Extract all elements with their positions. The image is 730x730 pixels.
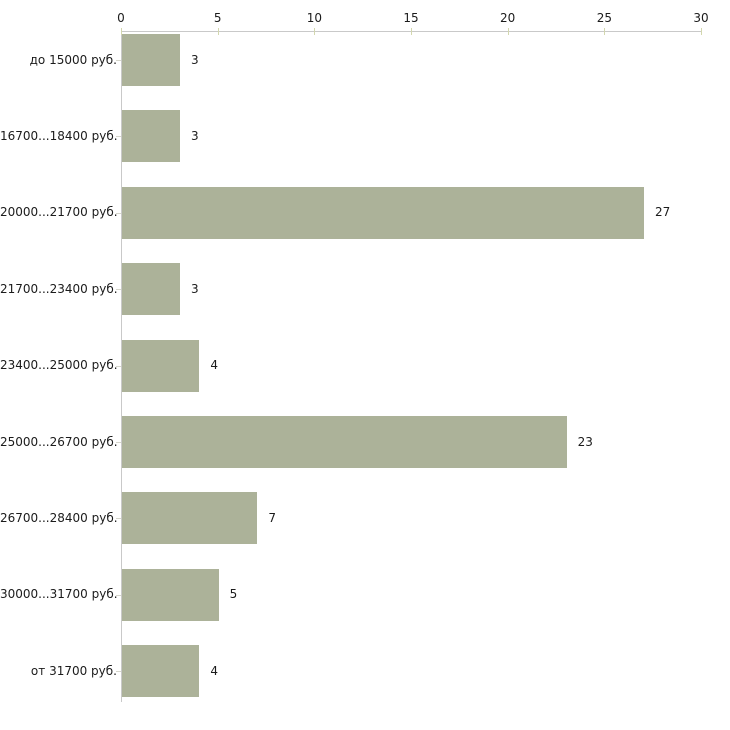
value-label: 23 [577, 434, 593, 449]
x-tick-label: 20 [500, 11, 516, 25]
x-tick-label: 15 [403, 11, 419, 25]
x-tick [314, 28, 316, 35]
value-label: 3 [191, 52, 199, 67]
category-label: 21700...23400 руб. [0, 281, 118, 296]
bar-row: до 15000 руб. 3 [0, 34, 730, 86]
category-label: 26700...28400 руб. [0, 510, 118, 525]
category-tick [116, 289, 121, 291]
x-tick [411, 28, 412, 35]
bar [122, 492, 258, 545]
category-label: до 15000 руб. [29, 52, 117, 67]
bar [122, 110, 180, 163]
x-tick [507, 28, 509, 35]
bar [122, 339, 200, 392]
x-tick [701, 28, 702, 35]
category-tick [116, 518, 121, 520]
x-tick-label: 0 [117, 11, 125, 25]
value-label: 4 [210, 663, 218, 678]
category-tick [116, 365, 121, 367]
category-tick [116, 594, 121, 596]
bar [122, 568, 219, 621]
x-tick-label: 5 [213, 11, 222, 25]
category-tick [116, 212, 121, 214]
x-tick-label: 30 [693, 11, 709, 25]
category-tick [116, 136, 121, 138]
value-label: 7 [268, 510, 276, 525]
value-label: 5 [229, 587, 238, 602]
bar-row: 16700...18400 руб. 3 [0, 110, 730, 163]
x-tick-label: 25 [596, 11, 612, 25]
category-label: 30000...31700 руб. [0, 587, 118, 602]
bar [122, 416, 567, 468]
bar [122, 263, 180, 316]
value-label: 27 [655, 205, 671, 220]
bar-row: 20000...21700 руб. 27 [0, 186, 730, 239]
bar [122, 34, 180, 86]
x-tick [121, 28, 122, 35]
x-tick-label: 10 [306, 11, 322, 25]
bar-row: от 31700 руб. 4 [0, 645, 730, 698]
category-label: 23400...25000 руб. [0, 358, 118, 373]
bar-row: 21700...23400 руб. 3 [0, 263, 730, 316]
bar-row: 23400...25000 руб. 4 [0, 339, 730, 392]
category-label: от 31700 руб. [30, 663, 117, 678]
category-label: 16700...18400 руб. [0, 128, 118, 143]
x-tick [604, 28, 606, 35]
bar-row: 25000...26700 руб. 23 [0, 416, 730, 468]
x-tick [217, 28, 219, 35]
bar-row: 26700...28400 руб. 7 [0, 492, 730, 545]
bar-row: 30000...31700 руб. 5 [0, 568, 730, 621]
value-label: 4 [210, 358, 218, 373]
value-label: 3 [191, 128, 199, 143]
value-label: 3 [191, 281, 199, 296]
bar [122, 645, 200, 698]
category-label: 25000...26700 руб. [0, 434, 118, 449]
category-tick [116, 671, 121, 673]
bar [122, 186, 644, 239]
category-label: 20000...21700 руб. [0, 205, 118, 220]
y-axis-line [121, 31, 122, 703]
category-tick [116, 60, 121, 61]
category-tick [116, 442, 121, 443]
